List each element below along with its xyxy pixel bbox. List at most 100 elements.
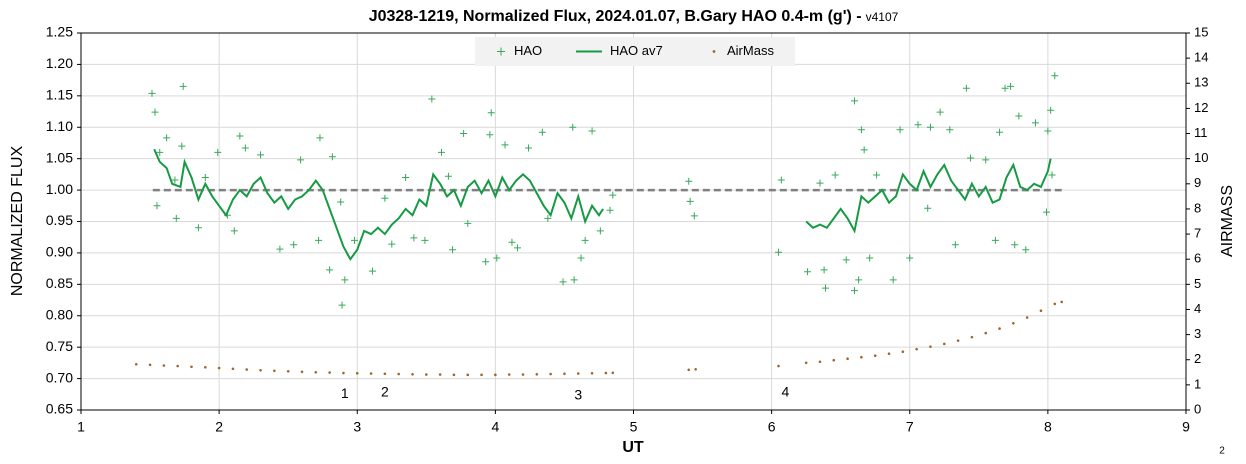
data-point <box>816 179 824 187</box>
data-point <box>214 148 222 156</box>
chart-title: J0328-1219, Normalized Flux, 2024.01.07,… <box>369 8 862 25</box>
legend-label: HAO <box>514 43 542 58</box>
airmass-point <box>846 357 849 361</box>
data-point <box>690 212 698 220</box>
data-point <box>508 238 516 246</box>
data-point <box>1007 82 1015 90</box>
airmass-point <box>273 369 276 373</box>
y2-tick-label: 8 <box>1194 200 1201 215</box>
data-point <box>341 276 349 284</box>
x-tick-label: 9 <box>1182 419 1190 435</box>
airmass-point <box>576 372 580 375</box>
x-tick-label: 5 <box>630 419 638 435</box>
data-point <box>297 156 305 164</box>
y2-tick-label: 14 <box>1194 50 1208 65</box>
airmass-point <box>860 355 863 359</box>
x-tick-label: 3 <box>353 419 361 435</box>
airmass-point <box>563 372 566 376</box>
airmass-point <box>535 373 539 376</box>
data-point <box>544 214 552 222</box>
data-point <box>777 176 785 184</box>
data-point <box>1022 246 1030 254</box>
data-point <box>156 148 164 156</box>
data-point <box>1047 106 1055 114</box>
data-point <box>368 267 376 275</box>
airmass-point <box>286 369 290 373</box>
data-point <box>410 234 418 242</box>
data-point <box>501 141 509 149</box>
x-tick-label: 1 <box>77 419 85 435</box>
data-point <box>685 177 693 185</box>
airmass-point <box>604 371 608 375</box>
airmass-point <box>355 372 359 375</box>
data-point <box>686 197 694 205</box>
airmass-point <box>383 372 387 376</box>
data-point <box>831 171 839 179</box>
data-point <box>896 126 904 134</box>
annotation: 4 <box>782 384 790 400</box>
airmass-point <box>1012 321 1015 325</box>
y-tick-label: 0.85 <box>46 275 73 291</box>
data-point <box>326 266 334 274</box>
corner-note: 2 <box>1219 446 1225 457</box>
data-point <box>936 108 944 116</box>
airmass-point <box>134 362 138 366</box>
annotation: 1 <box>341 385 349 401</box>
y2-tick-label: 11 <box>1194 125 1208 140</box>
data-point <box>230 227 238 235</box>
airmass-point <box>694 367 697 371</box>
airmass-point <box>929 345 932 348</box>
legend-label: AirMass <box>727 43 774 58</box>
annotation: 3 <box>574 386 582 402</box>
data-point <box>924 204 932 212</box>
airmass-point <box>611 371 615 375</box>
data-point <box>151 108 159 116</box>
y2-tick-label: 10 <box>1194 150 1208 165</box>
data-point <box>276 245 284 253</box>
plot-frame <box>80 32 1187 411</box>
data-point <box>421 236 429 244</box>
y-tick-label: 1.05 <box>46 149 73 165</box>
data-point <box>328 153 336 161</box>
data-point <box>1001 84 1009 92</box>
y-tick-label: 1.15 <box>46 87 73 103</box>
airmass-point <box>148 363 152 367</box>
data-point <box>609 191 617 199</box>
data-point <box>855 276 863 284</box>
airmass-point <box>521 373 525 376</box>
data-point <box>606 206 614 214</box>
x-tick-label: 2 <box>215 419 223 435</box>
data-point <box>179 82 187 90</box>
data-point <box>982 156 990 164</box>
annotation: 2 <box>381 384 389 400</box>
data-point <box>926 123 934 131</box>
airmass-point <box>984 331 988 335</box>
y-tick-label: 1.20 <box>46 55 73 71</box>
data-point <box>178 142 186 150</box>
airmass-point <box>397 372 400 376</box>
data-point <box>996 128 1004 136</box>
data-point <box>172 214 180 222</box>
y2-tick-label: 1 <box>1194 376 1201 391</box>
data-point <box>967 154 975 162</box>
data-point <box>866 254 874 262</box>
data-point <box>513 244 521 252</box>
data-point <box>381 194 389 202</box>
airmass-point <box>300 370 304 374</box>
data-point <box>171 176 179 184</box>
airmass-point <box>942 342 946 346</box>
airmass-point <box>1053 302 1057 306</box>
y2-tick-label: 0 <box>1194 401 1201 416</box>
airmass-point <box>804 361 808 365</box>
airmass-point <box>507 373 511 376</box>
airmass-point <box>777 364 780 368</box>
y2-tick-label: 6 <box>1194 251 1201 266</box>
data-point <box>449 246 457 254</box>
airmass-point <box>342 371 345 375</box>
airmass-point <box>1060 300 1063 304</box>
data-point <box>241 144 249 152</box>
y-tick-label: 0.65 <box>46 401 73 417</box>
data-point <box>873 171 881 179</box>
data-point <box>487 109 495 117</box>
